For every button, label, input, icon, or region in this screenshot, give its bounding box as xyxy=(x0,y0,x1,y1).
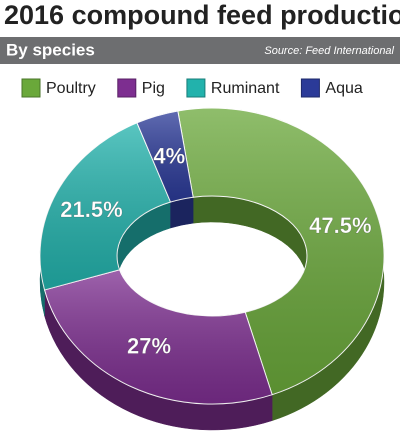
data-label: 27% xyxy=(127,334,171,359)
legend-swatch xyxy=(117,78,137,98)
data-label: 47.5% xyxy=(309,213,371,238)
legend-swatch xyxy=(21,78,41,98)
subtitle: By species xyxy=(6,40,95,59)
source: Source: Feed International xyxy=(264,45,394,57)
data-label: 21.5% xyxy=(60,197,122,222)
segment-wall xyxy=(170,196,194,229)
segment-shine xyxy=(136,110,194,203)
legend-swatch xyxy=(186,78,206,98)
legend: Poultry Pig Ruminant Aqua xyxy=(21,78,363,98)
data-labels: 47.5% 27% 21.5% 4% xyxy=(60,143,372,359)
legend-label: Pig xyxy=(142,80,165,97)
subtitle-bar xyxy=(0,37,400,64)
segment-shine xyxy=(44,269,273,404)
segment-shine xyxy=(177,107,385,395)
legend-label: Ruminant xyxy=(211,80,280,97)
segment-shine xyxy=(40,122,171,290)
chart-title: 2016 compound feed production xyxy=(4,0,400,30)
legend-swatch xyxy=(300,78,320,98)
data-label: 4% xyxy=(153,143,185,168)
donut-faces xyxy=(39,107,385,405)
legend-label: Aqua xyxy=(325,80,362,97)
legend-label: Poultry xyxy=(46,80,96,97)
